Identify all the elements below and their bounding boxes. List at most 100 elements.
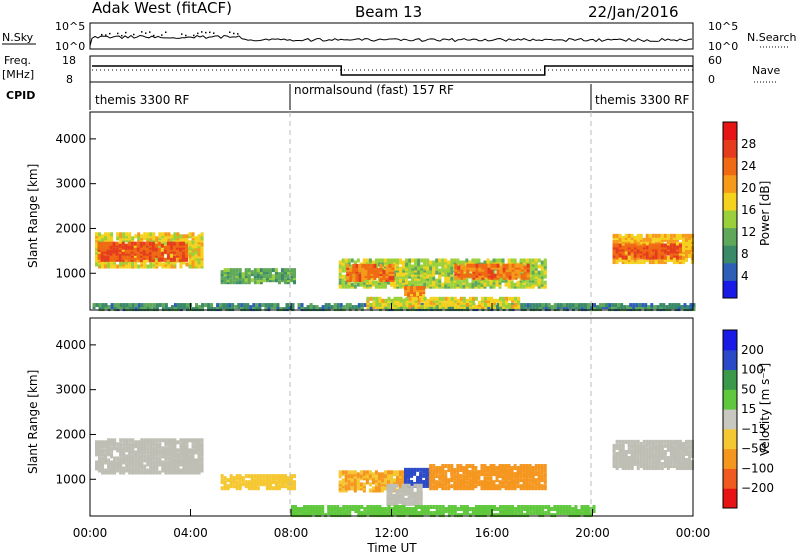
data-cell — [441, 511, 445, 516]
data-cell — [540, 474, 544, 479]
data-cell — [438, 282, 442, 287]
data-cell — [490, 267, 494, 272]
data-cell — [531, 476, 535, 481]
data-cell — [116, 236, 120, 241]
data-cell — [480, 296, 484, 301]
data-cell — [109, 253, 113, 258]
data-cell — [468, 480, 472, 485]
data-cell — [151, 243, 155, 248]
data-cell — [486, 282, 490, 287]
data-cell — [152, 303, 156, 308]
data-cell — [293, 482, 297, 487]
data-cell — [498, 280, 502, 285]
data-cell — [176, 440, 180, 445]
data-cell — [657, 466, 661, 471]
data-cell — [122, 466, 126, 471]
data-cell — [537, 464, 541, 469]
data-cell — [103, 257, 107, 262]
data-cell — [293, 278, 297, 283]
data-cell — [583, 303, 587, 308]
data-cell — [379, 271, 383, 276]
data-cell — [419, 471, 423, 476]
data-cell — [398, 493, 402, 498]
data-cell — [483, 304, 487, 309]
data-cell — [660, 447, 664, 452]
data-cell — [681, 447, 685, 452]
data-cell — [496, 265, 500, 270]
data-cell — [383, 282, 387, 287]
data-cell — [621, 439, 625, 444]
data-cell — [182, 446, 186, 451]
data-cell — [538, 307, 542, 312]
data-cell — [223, 268, 227, 273]
data-cell — [429, 505, 433, 510]
data-cell — [369, 513, 373, 518]
data-cell — [425, 479, 429, 484]
data-cell — [499, 267, 503, 272]
data-cell — [425, 475, 429, 480]
data-cell — [410, 499, 414, 504]
data-cell — [238, 274, 242, 279]
data-cell — [534, 260, 538, 265]
data-cell — [101, 462, 105, 467]
data-cell — [371, 488, 375, 493]
data-cell — [630, 457, 634, 462]
data-cell — [342, 307, 346, 312]
data-cell — [547, 307, 551, 312]
data-cell — [237, 305, 241, 310]
data-cell — [529, 307, 533, 312]
nsearch-dot — [205, 31, 207, 34]
data-cell — [155, 264, 159, 269]
data-cell — [380, 272, 384, 277]
data-cell — [484, 267, 488, 272]
data-cell — [531, 278, 535, 283]
data-cell — [353, 270, 357, 275]
data-cell — [630, 249, 634, 254]
data-cell — [408, 507, 412, 512]
data-cell — [157, 257, 161, 262]
data-cell — [540, 466, 544, 471]
data-cell — [184, 249, 188, 254]
data-cell — [185, 460, 189, 465]
data-region — [220, 474, 297, 491]
data-cell — [487, 271, 491, 276]
data-cell — [438, 270, 442, 275]
data-cell — [137, 462, 141, 467]
data-cell — [663, 255, 667, 260]
data-cell — [507, 484, 511, 489]
data-cell — [289, 482, 293, 487]
data-cell — [423, 505, 427, 510]
data-cell — [356, 482, 360, 487]
data-cell — [636, 235, 640, 240]
data-cell — [513, 474, 517, 479]
data-cell — [486, 466, 490, 471]
data-cell — [359, 266, 363, 271]
data-cell — [346, 275, 350, 280]
data-cell — [318, 505, 322, 510]
data-cell — [669, 439, 673, 444]
data-cell — [137, 234, 141, 239]
data-cell — [444, 482, 448, 487]
data-cell — [167, 440, 171, 445]
data-cell — [149, 442, 153, 447]
data-cell — [435, 470, 439, 475]
data-cell — [369, 305, 373, 310]
data-cell — [238, 476, 242, 481]
data-cell — [362, 264, 366, 269]
data-cell — [207, 307, 211, 312]
data-cell — [341, 274, 345, 279]
data-cell — [175, 253, 179, 258]
data-cell — [599, 305, 603, 310]
data-cell — [405, 300, 409, 305]
data-cell — [523, 275, 527, 280]
data-cell — [353, 484, 357, 489]
data-cell — [419, 493, 423, 498]
data-cell — [176, 458, 180, 463]
data-cell — [529, 305, 533, 310]
data-cell — [471, 464, 475, 469]
data-cell — [356, 484, 360, 489]
data-cell — [648, 441, 652, 446]
data-cell — [645, 453, 649, 458]
data-cell — [544, 303, 548, 308]
data-cell — [265, 482, 269, 487]
